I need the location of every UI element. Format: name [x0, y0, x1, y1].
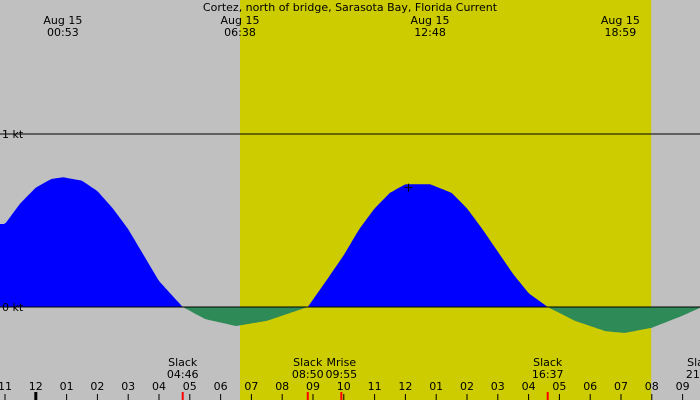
x-tick-label: 04 [152, 380, 166, 393]
chart-title: Cortez, north of bridge, Sarasota Bay, F… [203, 1, 498, 14]
event-label: Slack [533, 356, 563, 369]
x-tick-label: 12 [29, 380, 43, 393]
x-axis-ticks: 11 12 01 02 03 04 05 06 07 08 09 10 11 12 01 02 03 04 05 06… [0, 380, 690, 400]
event-labels: Slack04:46Slack08:50Mrise09:55Slack16:37… [167, 356, 700, 381]
top-label-time: 06:38 [224, 26, 256, 39]
ebb-area [0, 307, 700, 333]
x-tick-label: 06 [214, 380, 228, 393]
reference-lines: 1 kt 0 kt [0, 128, 700, 314]
flood-area [0, 177, 700, 307]
reference-line-label: 0 kt [2, 301, 24, 314]
x-tick-label: 02 [90, 380, 104, 393]
event-label: Slack [687, 356, 700, 369]
event-label: Mrise [327, 356, 357, 369]
x-tick-label: 11 [368, 380, 382, 393]
x-tick-label: 12 [398, 380, 412, 393]
x-tick-label: 01 [60, 380, 74, 393]
x-tick-label: 08 [275, 380, 289, 393]
event-time: 04:46 [167, 368, 199, 381]
x-tick-label: 03 [491, 380, 505, 393]
event-time: 08:50 [292, 368, 324, 381]
event-time: 16:37 [532, 368, 564, 381]
x-tick-label: 09 [306, 380, 320, 393]
event-markers [181, 392, 549, 400]
top-label-date: Aug 15 [411, 14, 450, 27]
event-label: Slack [168, 356, 198, 369]
top-label-date: Aug 15 [221, 14, 260, 27]
x-tick-label: 08 [645, 380, 659, 393]
x-tick-label: 10 [337, 380, 351, 393]
top-label-time: 18:59 [605, 26, 637, 39]
x-tick-label: 07 [614, 380, 628, 393]
event-label: Slack [293, 356, 323, 369]
x-tick-label: 05 [552, 380, 566, 393]
x-tick-label: 03 [121, 380, 135, 393]
event-time: 09:55 [325, 368, 357, 381]
reference-line-label: 1 kt [2, 128, 24, 141]
x-tick-label: 06 [583, 380, 597, 393]
x-tick-label: 01 [429, 380, 443, 393]
x-tick-label: 07 [244, 380, 258, 393]
x-tick-label: 02 [460, 380, 474, 393]
x-tick-label: 04 [522, 380, 536, 393]
top-label-date: Aug 15 [43, 14, 82, 27]
top-label-time: 00:53 [47, 26, 79, 39]
top-label-time: 12:48 [414, 26, 446, 39]
x-tick-label: 09 [676, 380, 690, 393]
current-time-marker [404, 183, 413, 192]
x-tick-label: 11 [0, 380, 12, 393]
top-label-date: Aug 15 [601, 14, 640, 27]
current-fills [0, 177, 700, 333]
x-tick-label: 05 [183, 380, 197, 393]
event-time: 21:37 [686, 368, 700, 381]
